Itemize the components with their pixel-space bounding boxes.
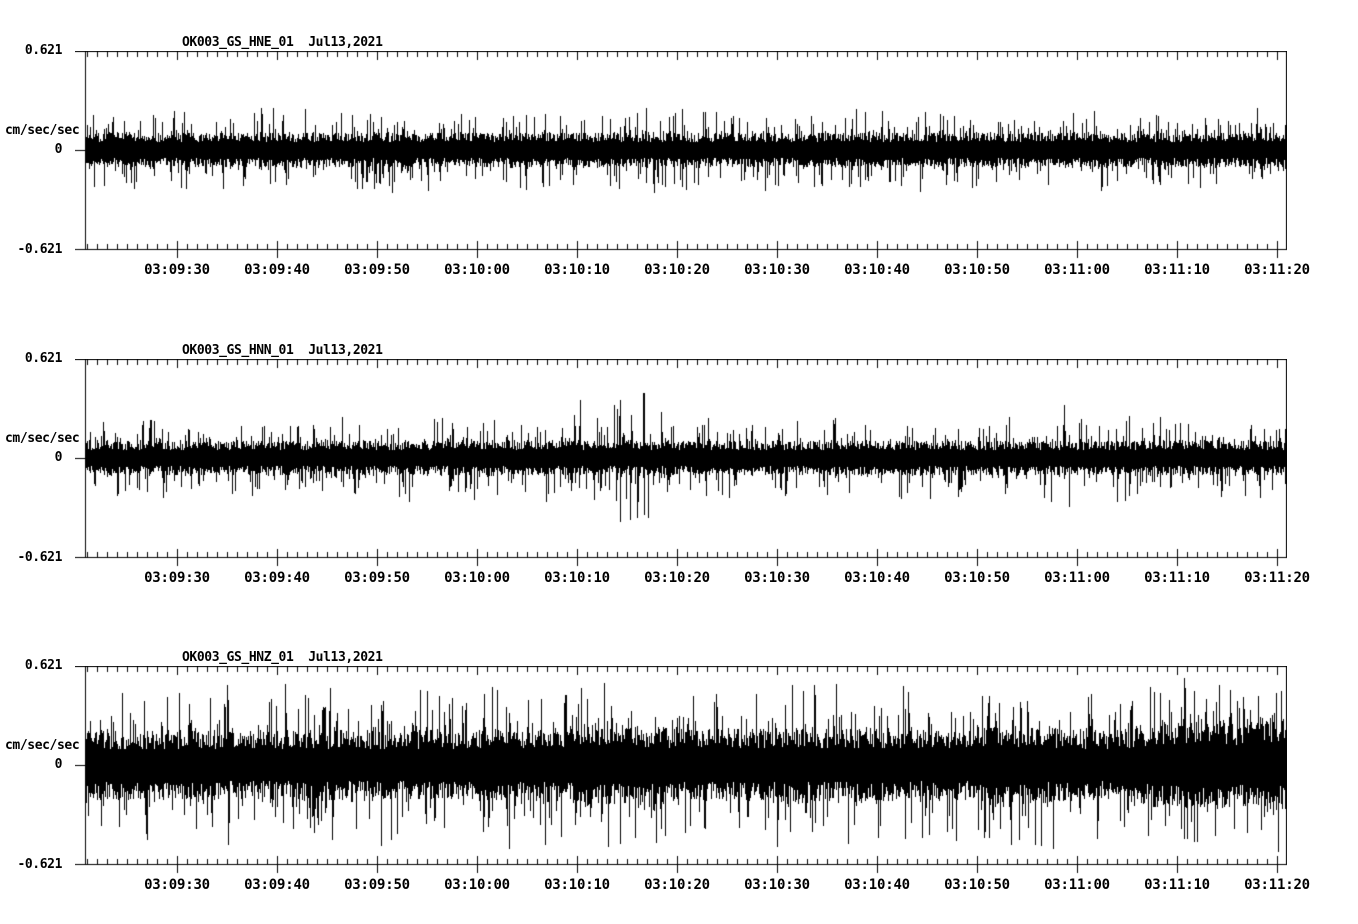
x-axis-tick-label: 03:09:50 <box>344 262 410 278</box>
x-axis-tick-label: 03:09:50 <box>344 570 410 586</box>
waveform-canvas <box>75 359 1287 567</box>
x-axis-tick-label: 03:10:10 <box>544 877 610 893</box>
x-axis-tick-label: 03:11:10 <box>1144 262 1210 278</box>
x-axis-tick-label: 03:10:00 <box>444 262 510 278</box>
y-axis-max-label: 0.621 <box>24 351 63 366</box>
x-axis-tick-label: 03:10:30 <box>744 262 810 278</box>
waveform-canvas <box>75 666 1287 874</box>
y-axis-max-label: 0.621 <box>24 658 63 673</box>
x-axis-tick-label: 03:10:10 <box>544 262 610 278</box>
x-axis-tick-label: 03:10:20 <box>644 570 710 586</box>
waveform-canvas <box>75 51 1287 259</box>
x-axis-tick-label: 03:11:10 <box>1144 877 1210 893</box>
trace-title: OK003_GS_HNN_01 Jul13,2021 <box>182 343 383 358</box>
x-axis-tick-label: 03:10:50 <box>944 877 1010 893</box>
x-axis-tick-label: 03:10:20 <box>644 877 710 893</box>
x-axis-tick-label: 03:11:20 <box>1244 570 1310 586</box>
y-axis-min-label: -0.621 <box>17 857 62 872</box>
x-axis-tick-label: 03:09:30 <box>144 570 210 586</box>
trace-title: OK003_GS_HNE_01 Jul13,2021 <box>182 35 383 50</box>
x-axis-tick-label: 03:10:50 <box>944 570 1010 586</box>
x-axis-tick-label: 03:09:30 <box>144 877 210 893</box>
x-axis-tick-label: 03:10:40 <box>844 570 910 586</box>
y-axis-unit-label: cm/sec/sec <box>5 431 80 446</box>
x-axis-tick-label: 03:11:20 <box>1244 877 1310 893</box>
x-axis-tick-label: 03:09:40 <box>244 877 310 893</box>
y-axis-max-label: 0.621 <box>24 43 63 58</box>
x-axis-tick-label: 03:10:00 <box>444 877 510 893</box>
x-axis-tick-label: 03:11:00 <box>1044 570 1110 586</box>
y-axis-min-label: -0.621 <box>17 550 62 565</box>
x-axis-tick-label: 03:10:50 <box>944 262 1010 278</box>
x-axis-tick-label: 03:10:20 <box>644 262 710 278</box>
x-axis-tick-label: 03:09:30 <box>144 262 210 278</box>
x-axis-tick-label: 03:10:40 <box>844 262 910 278</box>
y-axis-zero-label: 0 <box>54 757 63 772</box>
trace-title: OK003_GS_HNZ_01 Jul13,2021 <box>182 650 383 665</box>
x-axis-tick-label: 03:10:00 <box>444 570 510 586</box>
x-axis-tick-label: 03:10:10 <box>544 570 610 586</box>
x-axis-tick-label: 03:11:20 <box>1244 262 1310 278</box>
x-axis-tick-label: 03:10:40 <box>844 877 910 893</box>
x-axis-tick-label: 03:09:40 <box>244 570 310 586</box>
x-axis-tick-label: 03:10:30 <box>744 877 810 893</box>
y-axis-min-label: -0.621 <box>17 242 62 257</box>
y-axis-zero-label: 0 <box>54 142 63 157</box>
x-axis-tick-label: 03:10:30 <box>744 570 810 586</box>
y-axis-unit-label: cm/sec/sec <box>5 123 80 138</box>
y-axis-unit-label: cm/sec/sec <box>5 738 80 753</box>
x-axis-tick-label: 03:11:00 <box>1044 262 1110 278</box>
x-axis-tick-label: 03:09:40 <box>244 262 310 278</box>
y-axis-zero-label: 0 <box>54 450 63 465</box>
x-axis-tick-label: 03:09:50 <box>344 877 410 893</box>
x-axis-tick-label: 03:11:10 <box>1144 570 1210 586</box>
x-axis-tick-label: 03:11:00 <box>1044 877 1110 893</box>
